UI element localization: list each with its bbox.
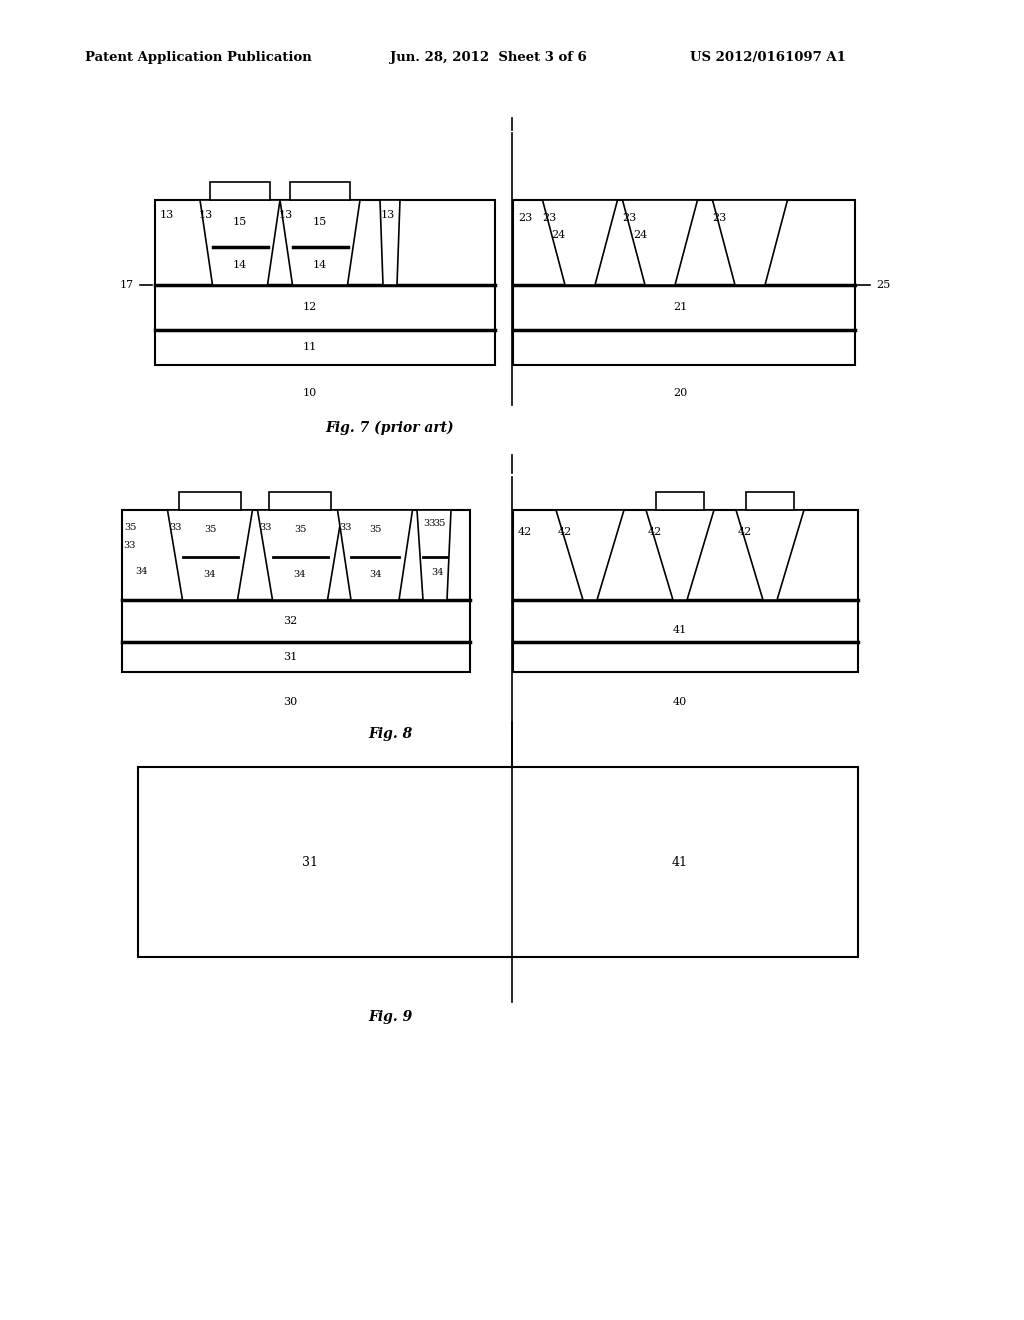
Text: 33: 33 (169, 524, 181, 532)
Text: 34: 34 (431, 569, 443, 577)
Text: 33: 33 (259, 524, 271, 532)
Text: 36: 36 (293, 496, 307, 506)
Polygon shape (338, 510, 413, 601)
Polygon shape (736, 510, 804, 601)
Bar (122, 510, 470, 672)
Polygon shape (713, 201, 787, 285)
Text: 16: 16 (313, 186, 327, 195)
Text: 20: 20 (673, 388, 687, 399)
Bar (745, 492, 795, 510)
Text: Fig. 7 (prior art): Fig. 7 (prior art) (326, 421, 455, 436)
Text: 23: 23 (518, 213, 532, 223)
Text: 35: 35 (204, 525, 216, 535)
Text: 33: 33 (124, 540, 136, 549)
Text: 31: 31 (302, 855, 318, 869)
Text: 41: 41 (673, 624, 687, 635)
Text: 43: 43 (673, 496, 687, 506)
Text: 16: 16 (232, 186, 247, 195)
Bar (210, 182, 270, 201)
Text: 14: 14 (313, 260, 327, 269)
Text: Fig. 8: Fig. 8 (368, 727, 412, 741)
Text: 13: 13 (199, 210, 213, 220)
Bar (179, 492, 241, 510)
Text: 35: 35 (124, 524, 136, 532)
Polygon shape (623, 201, 697, 285)
Text: 41: 41 (672, 855, 688, 869)
Text: 11: 11 (303, 342, 317, 352)
Bar (513, 510, 858, 672)
Polygon shape (556, 510, 624, 601)
Text: 21: 21 (673, 302, 687, 312)
Text: 13: 13 (279, 210, 293, 220)
Text: 34: 34 (294, 570, 306, 579)
Text: 23: 23 (543, 213, 557, 223)
Text: 43: 43 (763, 496, 777, 506)
Text: 40: 40 (673, 697, 687, 708)
Text: 42: 42 (518, 527, 532, 537)
Polygon shape (417, 510, 451, 601)
Text: 42: 42 (648, 527, 663, 537)
Text: 13: 13 (160, 210, 174, 220)
Text: 42: 42 (738, 527, 752, 537)
Text: 32: 32 (283, 616, 297, 626)
Text: 15: 15 (232, 216, 247, 227)
Text: Jun. 28, 2012  Sheet 3 of 6: Jun. 28, 2012 Sheet 3 of 6 (390, 50, 587, 63)
Text: 17: 17 (120, 280, 134, 290)
Text: 35: 35 (369, 525, 381, 535)
Polygon shape (200, 201, 280, 285)
Polygon shape (257, 510, 342, 601)
Polygon shape (168, 510, 253, 601)
Text: 25: 25 (876, 280, 890, 290)
Polygon shape (543, 201, 617, 285)
Text: 36: 36 (203, 496, 217, 506)
Text: 23: 23 (623, 213, 637, 223)
Text: 35: 35 (433, 520, 445, 528)
Text: 34: 34 (369, 570, 381, 579)
Bar (138, 767, 858, 957)
Text: 23: 23 (713, 213, 727, 223)
Text: 24: 24 (551, 230, 565, 240)
Text: 35: 35 (294, 525, 306, 535)
Polygon shape (646, 510, 714, 601)
Text: 10: 10 (303, 388, 317, 399)
Bar (155, 201, 495, 366)
Text: 30: 30 (283, 697, 297, 708)
Text: 42: 42 (558, 527, 572, 537)
Text: 14: 14 (232, 260, 247, 269)
Text: 33: 33 (423, 520, 435, 528)
Text: 15: 15 (313, 216, 327, 227)
Polygon shape (280, 201, 360, 285)
Bar (290, 182, 350, 201)
Text: Patent Application Publication: Patent Application Publication (85, 50, 311, 63)
Text: 12: 12 (303, 302, 317, 312)
Bar (513, 201, 855, 366)
Text: Fig. 9: Fig. 9 (368, 1010, 412, 1024)
Bar (269, 492, 331, 510)
Text: US 2012/0161097 A1: US 2012/0161097 A1 (690, 50, 846, 63)
Text: 13: 13 (381, 210, 395, 220)
Text: 24: 24 (633, 230, 647, 240)
Bar (655, 492, 705, 510)
Text: 33: 33 (339, 524, 352, 532)
Polygon shape (380, 201, 400, 285)
Text: 34: 34 (204, 570, 216, 579)
Text: 31: 31 (283, 652, 297, 663)
Text: 34: 34 (136, 568, 148, 577)
